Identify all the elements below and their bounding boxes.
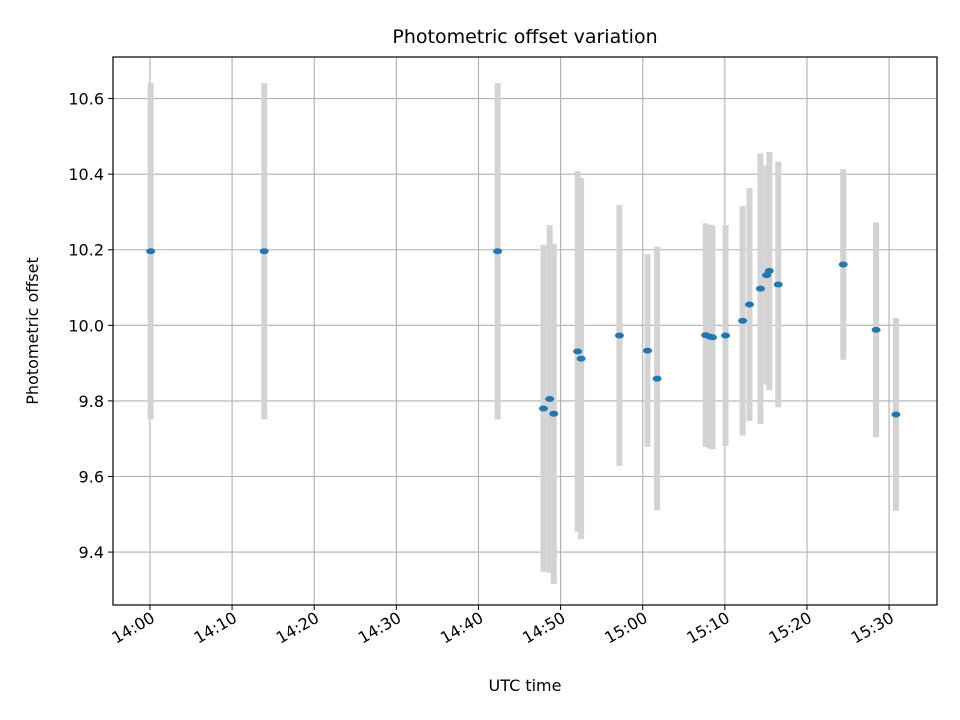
data-point <box>549 410 559 417</box>
y-tick-label: 9.8 <box>79 392 104 411</box>
data-point <box>493 248 503 255</box>
y-tick-label: 10.6 <box>68 90 104 109</box>
x-axis-label: UTC time <box>489 676 562 695</box>
data-point <box>838 261 848 268</box>
plot-frame <box>112 56 938 606</box>
data-point <box>891 411 901 418</box>
data-point <box>764 267 774 274</box>
data-point <box>643 347 653 354</box>
data-point <box>708 334 718 341</box>
data-point <box>773 281 783 288</box>
grid <box>113 57 937 605</box>
data-point <box>146 248 156 255</box>
data-point <box>738 317 748 324</box>
data-point <box>721 332 731 339</box>
data-point <box>259 248 269 255</box>
y-axis-ticks: 9.4 9.6 9.8 10.0 10.2 10.4 10.6 <box>68 90 113 562</box>
data-point <box>538 405 548 412</box>
data-point <box>871 326 881 333</box>
y-tick-label: 10.0 <box>68 316 104 335</box>
data-point <box>744 301 754 308</box>
y-tick-label: 9.6 <box>79 468 104 487</box>
data-point <box>614 332 624 339</box>
data-point <box>755 285 765 292</box>
data-points <box>146 248 901 418</box>
data-point <box>576 355 586 362</box>
chart-title: Photometric offset variation <box>392 26 657 48</box>
y-axis-label: Photometric offset <box>23 257 42 405</box>
data-point <box>573 348 583 355</box>
y-tick-label: 10.4 <box>68 165 104 184</box>
data-point <box>545 396 555 403</box>
y-tick-label: 9.4 <box>79 543 104 562</box>
data-point <box>652 375 662 382</box>
y-tick-label: 10.2 <box>68 241 104 260</box>
